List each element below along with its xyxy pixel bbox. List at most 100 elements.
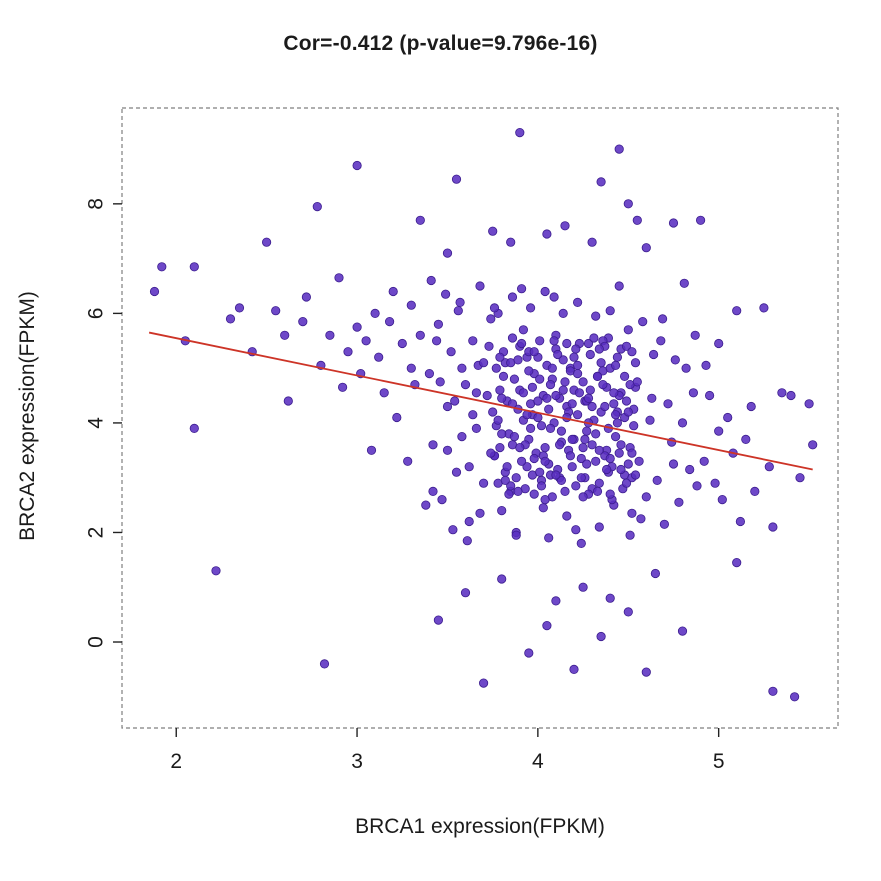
scatter-point (704, 390, 715, 401)
scatter-point (471, 423, 481, 433)
scatter-point (554, 440, 565, 450)
scatter-point (488, 226, 498, 236)
scatter-point (435, 377, 445, 387)
scatter-point (549, 292, 559, 302)
scatter-point (551, 390, 561, 401)
scatter-point (529, 489, 539, 499)
scatter-point (695, 215, 706, 225)
scatter-point (786, 390, 796, 401)
scatter-point (352, 160, 362, 171)
plot-border (121, 107, 839, 729)
scatter-point (464, 462, 474, 472)
scatter-point (464, 516, 474, 527)
scatter-point (516, 284, 527, 294)
scatter-point (641, 243, 651, 253)
scatter-point (714, 426, 724, 436)
scatter-point (632, 377, 642, 387)
scatter-point (714, 338, 724, 349)
scatter-point (681, 363, 691, 373)
scatter-point (535, 336, 545, 346)
scatter-point (542, 393, 552, 403)
scatter-point (522, 462, 532, 472)
scatter-point (598, 379, 608, 390)
scatter-point (542, 620, 552, 631)
scatter-point (562, 511, 572, 521)
scatter-point (484, 341, 494, 351)
scatter-point (768, 686, 778, 696)
scatter-point (652, 475, 662, 485)
x-tick-label: 4 (532, 750, 544, 773)
scatter-point (457, 363, 467, 373)
scatter-point (627, 448, 637, 458)
scatter-point (457, 431, 467, 442)
scatter-point (529, 347, 539, 357)
scatter-point (513, 355, 523, 365)
scatter-point (460, 379, 471, 390)
scatter-point (723, 412, 733, 423)
scatter-point (403, 456, 413, 466)
scatter-point (518, 388, 529, 398)
scatter-point (558, 308, 568, 318)
scatter-point (536, 481, 547, 491)
scatter-point (701, 360, 711, 370)
scatter-point (352, 322, 362, 332)
scatter-point (589, 333, 599, 343)
scatter-point (478, 478, 489, 488)
scatter-point (612, 352, 623, 362)
scatter-point (605, 489, 615, 499)
scatter-point (506, 481, 516, 491)
scatter-point (569, 664, 579, 675)
scatter-point (594, 344, 604, 354)
scatter-point (601, 464, 612, 475)
scatter-point (621, 478, 632, 488)
scatter-point (149, 286, 160, 297)
scatter-point (384, 316, 395, 327)
scatter-point (623, 325, 633, 335)
scatter-point (583, 338, 594, 349)
scatter-point (553, 349, 563, 360)
scatter-point (424, 368, 434, 379)
scatter-point (497, 429, 507, 439)
scatter-point (509, 431, 520, 442)
scatter-point (549, 336, 559, 346)
scatter-point (690, 330, 700, 340)
scatter-point (234, 303, 245, 313)
scatter-point (516, 338, 527, 349)
scatter-point (211, 566, 221, 576)
scatter-point (582, 426, 592, 436)
scatter-point (189, 423, 199, 433)
y-tick-label: 8 (85, 198, 108, 210)
scatter-point (699, 456, 709, 466)
scatter-point (677, 418, 688, 428)
scatter-point (565, 451, 576, 461)
scatter-point (591, 311, 601, 321)
scatter-point (759, 303, 769, 313)
scatter-point (529, 453, 539, 464)
scatter-point (627, 347, 637, 357)
scatter-point (587, 237, 597, 247)
scatter-point (442, 445, 453, 455)
scatter-point (560, 221, 570, 231)
scatter-point (406, 300, 416, 310)
scatter-point (431, 336, 442, 346)
scatter-point (280, 330, 290, 340)
scatter-point (366, 445, 377, 455)
scatter-point (679, 278, 689, 288)
scatter-point (421, 500, 431, 510)
scatter-point (460, 588, 471, 598)
scatter-point (629, 421, 639, 431)
scatter-point (630, 358, 641, 368)
scatter-point (462, 536, 472, 546)
scatter-point (495, 352, 505, 362)
scatter-point (641, 667, 651, 677)
scatter-point (668, 459, 679, 469)
scatter-point (732, 557, 742, 568)
scatter-point (535, 467, 545, 477)
scatter-point (616, 440, 626, 450)
scatter-point (451, 467, 462, 477)
scatter-point (334, 273, 344, 283)
scatter-point (544, 533, 554, 543)
scatter-point (406, 363, 416, 373)
scatter-point (567, 462, 577, 472)
y-axis-title: BRCA2 expression(FPKM) (16, 291, 39, 541)
